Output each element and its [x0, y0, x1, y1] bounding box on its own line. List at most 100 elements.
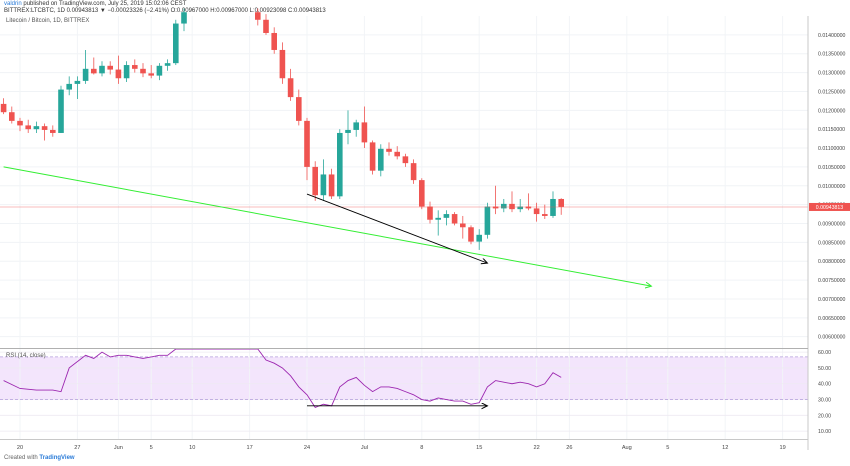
candle-up	[58, 89, 64, 133]
candle-down	[369, 142, 376, 171]
candle-down	[296, 97, 302, 121]
price-tick-label: 0.01000000	[818, 184, 846, 190]
footer: Created with TradingView	[4, 455, 75, 461]
candle-up	[345, 129, 351, 133]
candle-down	[460, 223, 466, 228]
time-tick-label: Jul	[361, 445, 368, 451]
candle-down	[394, 151, 400, 157]
candle-down	[542, 214, 548, 216]
candle-down	[91, 68, 97, 74]
price-divergence-arrow	[306, 193, 487, 263]
rsi-band	[0, 356, 808, 400]
candle-down	[140, 68, 146, 74]
time-tick-label: 26	[566, 445, 572, 451]
rsi-grid	[0, 351, 808, 432]
publish-info: published on TradingView.com, July 25, 2…	[23, 1, 187, 7]
candle-down	[41, 126, 48, 130]
candle-up	[337, 132, 343, 197]
candle-up	[484, 206, 491, 235]
candle-down	[17, 120, 23, 126]
rsi-tick-label: 40.00	[818, 382, 831, 388]
price-tick-label: 0.01300000	[818, 71, 846, 77]
price-tick-label: 0.01350000	[818, 52, 846, 58]
candle-up	[443, 214, 450, 218]
time-tick-label: 22	[533, 445, 539, 451]
price-grid	[0, 16, 808, 439]
candle-down	[328, 174, 335, 197]
tradingview-logo[interactable]: TradingView	[39, 455, 75, 461]
price-tick-label: 0.00700000	[818, 297, 846, 303]
rsi-title: RSI (14, close)	[6, 353, 46, 359]
time-tick-label: 5	[150, 445, 153, 451]
time-axis[interactable]: 20 27 Jun 5 10 17 24 Jul 8 15 22 26 Aug 5 12 19	[17, 445, 786, 451]
candle-down	[451, 214, 458, 224]
price-tick-label: 0.00750000	[818, 278, 846, 284]
price-pane	[0, 16, 808, 348]
price-tick-label: 0.00600000	[818, 335, 846, 341]
candle-up	[74, 80, 81, 84]
candle-down	[312, 166, 318, 196]
time-tick-label: Jun	[114, 445, 123, 451]
rsi-tick-label: 20.00	[818, 413, 831, 419]
candle-down	[402, 156, 409, 164]
candle-up	[99, 65, 105, 74]
candle-down	[427, 206, 433, 220]
price-tick-label: 0.00900000	[818, 222, 846, 228]
candle-down	[255, 12, 261, 20]
candle-down	[419, 180, 425, 207]
candle-up	[181, 12, 187, 24]
candle-down	[558, 198, 564, 207]
candle-down	[279, 49, 286, 79]
time-tick-label: Aug	[622, 445, 632, 451]
candle-up	[476, 234, 482, 242]
candle-up	[123, 65, 130, 79]
candle-up	[33, 126, 40, 130]
price-tick-label: 0.00800000	[818, 259, 846, 265]
candle-down	[107, 65, 113, 70]
time-tick-label: 27	[74, 445, 80, 451]
rsi-tick-label: 10.00	[818, 429, 831, 435]
time-tick-label: 15	[476, 445, 482, 451]
time-tick-label: 8	[420, 445, 423, 451]
price-tick-label: 0.00850000	[818, 240, 846, 246]
candle-up	[501, 203, 507, 209]
candle-down	[304, 120, 310, 167]
candle-down	[525, 206, 532, 209]
candle-up	[66, 83, 72, 90]
price-tick-label: 0.01150000	[818, 127, 845, 133]
candle-down	[9, 112, 15, 121]
candle-down	[271, 32, 277, 50]
time-tick-label: 12	[722, 445, 728, 451]
candle-down	[533, 208, 540, 215]
candle-up	[435, 217, 441, 220]
candle-down	[410, 163, 417, 181]
candle-down	[468, 227, 474, 242]
candle-down	[25, 125, 31, 130]
time-tick-label: 20	[17, 445, 23, 451]
candle-up	[550, 198, 556, 216]
price-tick-label: 0.01200000	[818, 108, 846, 114]
candle-up	[164, 63, 171, 66]
candle-down	[132, 65, 138, 69]
rsi-axis[interactable]: 60.00 50.00 40.00 30.00 20.00 10.00	[818, 350, 831, 435]
price-tick-label: 0.01400000	[818, 33, 846, 39]
candle-down	[263, 19, 269, 33]
candle-down	[386, 148, 392, 152]
price-axis[interactable]: 0.01400000 0.01350000 0.01300000 0.01250000…	[809, 33, 850, 341]
time-tick-label: 17	[246, 445, 252, 451]
candle-down	[492, 206, 499, 209]
rsi-tick-label: 60.00	[818, 350, 831, 356]
candle-up	[378, 148, 384, 171]
price-tag-label: 0.00943813	[816, 205, 844, 211]
author-name[interactable]: valdrin	[4, 1, 22, 7]
candle-up	[320, 174, 327, 196]
time-tick-label: 24	[304, 445, 310, 451]
annotations	[0, 166, 808, 406]
candle-down	[287, 78, 294, 98]
candle-down	[361, 122, 368, 143]
symbol-line: BITTREX:LTCBTC, 1D 0.00943813 ▼ −0.00023…	[4, 8, 326, 14]
chart-title: Litecoin / Bitcoin, 1D, BITTREX	[6, 18, 89, 24]
time-tick-label: 5	[666, 445, 669, 451]
candle-down	[50, 129, 56, 133]
